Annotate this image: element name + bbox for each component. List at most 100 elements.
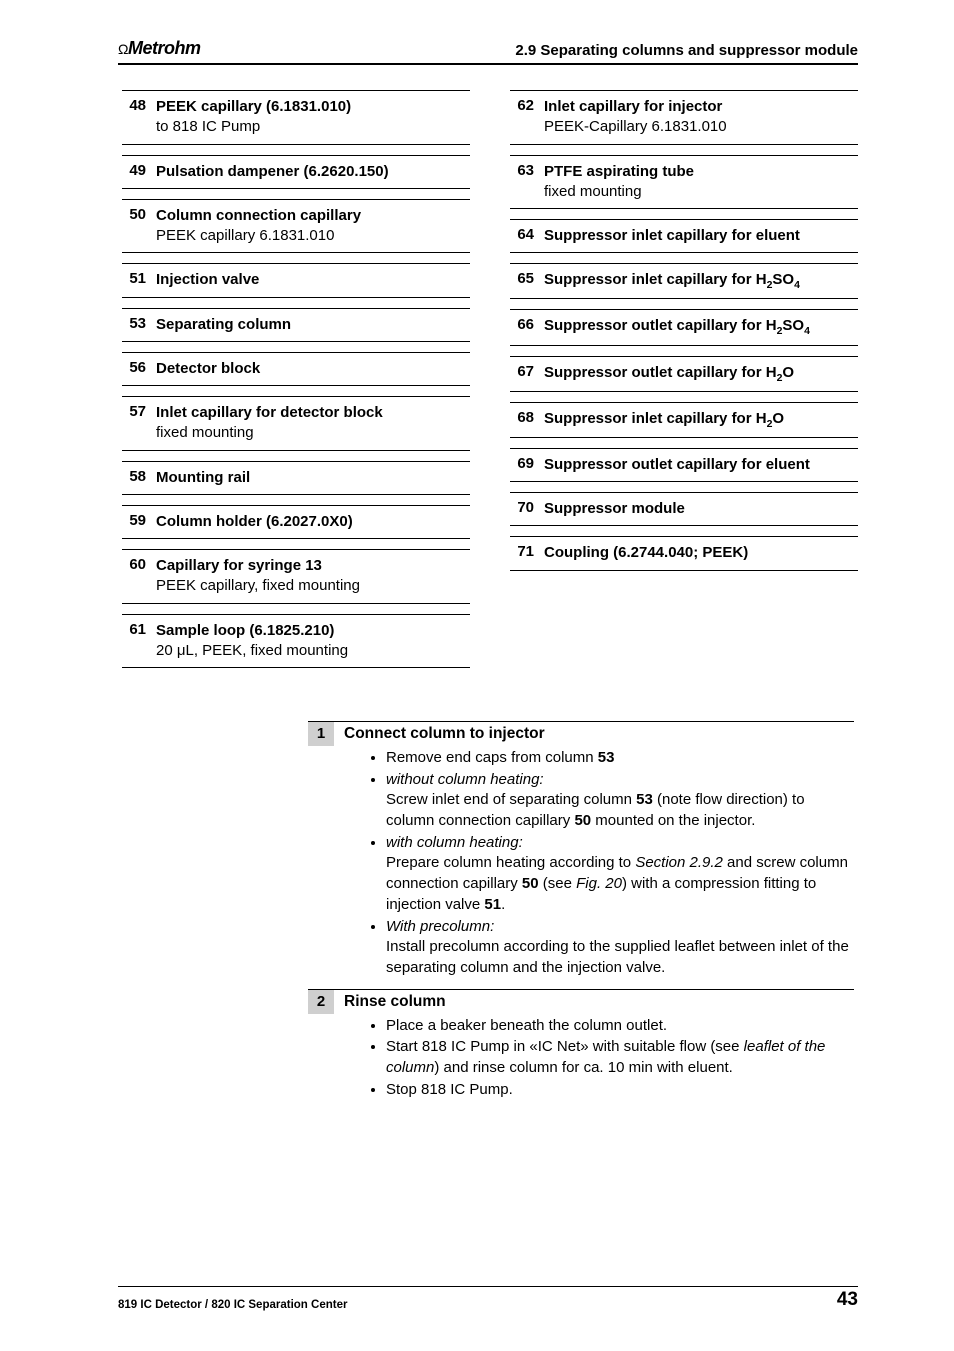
- legend-item-title: Column connection capillary: [156, 207, 361, 224]
- legend-item-desc: Suppressor inlet capillary for H2SO4: [544, 270, 858, 292]
- legend-item-desc: Separating column: [156, 315, 470, 335]
- legend-columns: 48PEEK capillary (6.1831.010)to 818 IC P…: [122, 91, 858, 668]
- footer-doc-title: 819 IC Detector / 820 IC Separation Cent…: [118, 1299, 347, 1311]
- legend-item: 49Pulsation dampener (6.2620.150): [122, 155, 470, 189]
- legend-item-number: 57: [122, 403, 156, 420]
- legend-item: 68Suppressor inlet capillary for H2O: [510, 402, 858, 438]
- legend-item: 50Column connection capillary PEEK capill…: [122, 199, 470, 254]
- legend-item: 62Inlet capillary for injectorPEEK-Capil…: [510, 90, 858, 145]
- legend-item-title: PTFE aspirating tube: [544, 163, 694, 180]
- legend-item: 64Suppressor inlet capillary for eluent: [510, 219, 858, 253]
- step-bullet: Remove end caps from column 53: [386, 748, 854, 769]
- step-bullet: With precolumn:Install precolumn accordi…: [386, 917, 854, 979]
- page-footer: 819 IC Detector / 820 IC Separation Cent…: [118, 1286, 858, 1311]
- step-bullet-list: Place a beaker beneath the column outlet…: [368, 1016, 854, 1101]
- legend-item-title: Inlet capillary for injector: [544, 98, 722, 115]
- legend-item: 56Detector block: [122, 352, 470, 386]
- legend-item-subtitle: PEEK-Capillary 6.1831.010: [544, 118, 727, 135]
- legend-item-desc: Suppressor outlet capillary for H2O: [544, 363, 858, 385]
- legend-item-number: 59: [122, 512, 156, 529]
- legend-item-subtitle: 20 μL, PEEK, fixed mounting: [156, 642, 348, 659]
- step-header: 2Rinse column: [308, 989, 854, 1014]
- step-bullet-list: Remove end caps from column 53without co…: [368, 748, 854, 979]
- ohm-icon: Ω: [118, 41, 128, 57]
- legend-item-title: Suppressor outlet capillary for H2SO4: [544, 317, 810, 334]
- legend-item-title: Suppressor inlet capillary for H2O: [544, 410, 784, 427]
- step-bullet: with column heating:Prepare column heati…: [386, 833, 854, 916]
- legend-item-number: 70: [510, 499, 544, 516]
- legend-item-desc: PTFE aspirating tube fixed mounting: [544, 162, 858, 203]
- legend-item-number: 51: [122, 270, 156, 287]
- legend-item-number: 58: [122, 468, 156, 485]
- legend-item: 67Suppressor outlet capillary for H2O: [510, 356, 858, 392]
- legend-item-number: 50: [122, 206, 156, 223]
- legend-item: 66Suppressor outlet capillary for H2SO4: [510, 309, 858, 345]
- legend-item-number: 63: [510, 162, 544, 179]
- legend-item: 61Sample loop (6.1825.210)20 μL, PEEK, f…: [122, 614, 470, 669]
- legend-item-title: Coupling (6.2744.040; PEEK): [544, 544, 748, 561]
- legend-item-subtitle: PEEK capillary 6.1831.010: [156, 227, 334, 244]
- legend-item-desc: Sample loop (6.1825.210)20 μL, PEEK, fix…: [156, 621, 470, 662]
- legend-item-title: Separating column: [156, 316, 291, 333]
- legend-item-number: 64: [510, 226, 544, 243]
- legend-item-desc: Suppressor outlet capillary for H2SO4: [544, 316, 858, 338]
- legend-item-number: 53: [122, 315, 156, 332]
- legend-item-title: Inlet capillary for detector block: [156, 404, 383, 421]
- legend-item-desc: PEEK capillary (6.1831.010)to 818 IC Pum…: [156, 97, 470, 138]
- legend-item: 53Separating column: [122, 308, 470, 342]
- legend-item-title: Pulsation dampener (6.2620.150): [156, 163, 389, 180]
- instructions-block: 1Connect column to injectorRemove end ca…: [308, 721, 854, 1111]
- brand-text: Metrohm: [128, 38, 201, 58]
- legend-item-title: Suppressor outlet capillary for eluent: [544, 456, 810, 473]
- legend-item-subtitle: to 818 IC Pump: [156, 118, 260, 135]
- legend-item-subtitle: fixed mounting: [544, 183, 642, 200]
- legend-item: 70Suppressor module: [510, 492, 858, 526]
- legend-item-desc: Inlet capillary for injector PEEK-Capilla…: [544, 97, 858, 138]
- legend-item-title: Mounting rail: [156, 469, 250, 486]
- legend-item-desc: Suppressor outlet capillary for eluent: [544, 455, 858, 475]
- step-title: Rinse column: [334, 990, 854, 1014]
- legend-item-desc: Mounting rail: [156, 468, 470, 488]
- legend-item-number: 67: [510, 363, 544, 380]
- legend-left-column: 48PEEK capillary (6.1831.010)to 818 IC P…: [122, 91, 470, 668]
- legend-item-desc: Inlet capillary for detector blockfixed …: [156, 403, 470, 444]
- page-header: ΩMetrohm 2.9 Separating columns and supp…: [118, 38, 858, 65]
- step-header: 1Connect column to injector: [308, 721, 854, 746]
- legend-item: 71Coupling (6.2744.040; PEEK): [510, 536, 858, 570]
- legend-item-title: Suppressor module: [544, 500, 685, 517]
- step-bullet: Stop 818 IC Pump.: [386, 1080, 854, 1101]
- step-body: Remove end caps from column 53without co…: [308, 746, 854, 990]
- legend-item-desc: Column connection capillary PEEK capillar…: [156, 206, 470, 247]
- legend-item-title: Suppressor outlet capillary for H2O: [544, 364, 794, 381]
- legend-item-desc: Suppressor inlet capillary for H2O: [544, 409, 858, 431]
- legend-item-title: Suppressor inlet capillary for H2SO4: [544, 271, 800, 288]
- legend-item-number: 56: [122, 359, 156, 376]
- legend-item-number: 48: [122, 97, 156, 114]
- step-number: 1: [308, 722, 334, 746]
- legend-item-title: Detector block: [156, 360, 260, 377]
- legend-item: 63PTFE aspirating tube fixed mounting: [510, 155, 858, 210]
- legend-item: 59Column holder (6.2027.0X0): [122, 505, 470, 539]
- legend-item-number: 69: [510, 455, 544, 472]
- legend-item-title: Column holder (6.2027.0X0): [156, 513, 353, 530]
- legend-item: 60Capillary for syringe 13PEEK capillary…: [122, 549, 470, 604]
- step-title: Connect column to injector: [334, 722, 854, 746]
- step-bullet: Place a beaker beneath the column outlet…: [386, 1016, 854, 1037]
- legend-item-number: 65: [510, 270, 544, 287]
- legend-item: 51Injection valve: [122, 263, 470, 297]
- step-bullet: Start 818 IC Pump in «IC Net» with suita…: [386, 1037, 854, 1078]
- legend-item-desc: Suppressor module: [544, 499, 858, 519]
- section-heading: 2.9 Separating columns and suppressor mo…: [515, 42, 858, 59]
- step-number: 2: [308, 990, 334, 1014]
- legend-item-title: Capillary for syringe 13: [156, 557, 322, 574]
- footer-page-number: 43: [837, 1289, 858, 1311]
- legend-item-desc: Coupling (6.2744.040; PEEK): [544, 543, 858, 563]
- legend-item-number: 68: [510, 409, 544, 426]
- legend-item: 48PEEK capillary (6.1831.010)to 818 IC P…: [122, 90, 470, 145]
- legend-item-title: Suppressor inlet capillary for eluent: [544, 227, 800, 244]
- legend-item: 57Inlet capillary for detector blockfixe…: [122, 396, 470, 451]
- legend-item-desc: Capillary for syringe 13PEEK capillary, …: [156, 556, 470, 597]
- legend-item: 65Suppressor inlet capillary for H2SO4: [510, 263, 858, 299]
- legend-item: 69Suppressor outlet capillary for eluent: [510, 448, 858, 482]
- legend-item-number: 49: [122, 162, 156, 179]
